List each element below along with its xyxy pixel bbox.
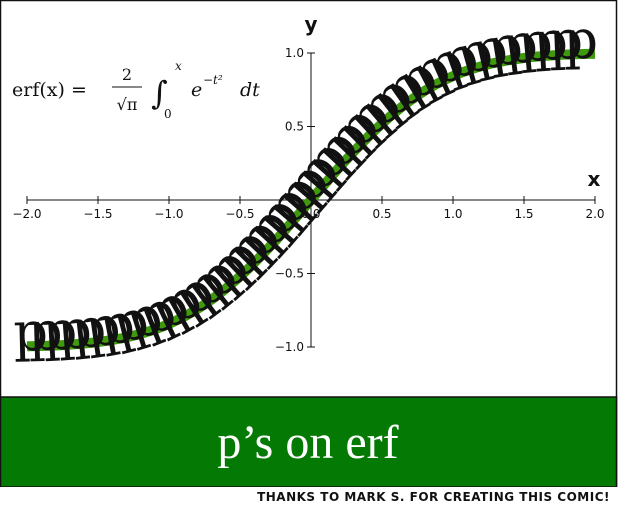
erf-formula: erf(x) = 2 √π ∫ x 0 e −t² dt (12, 59, 260, 121)
formula-integral-sign: ∫ (151, 74, 168, 112)
formula-lower-limit: 0 (164, 107, 172, 121)
x-tick-label: 1.0 (443, 207, 462, 221)
y-axis-ticks: −1.0 −0.5 0.5 1.0 (275, 46, 315, 354)
y-tick-label: −1.0 (275, 340, 304, 354)
x-tick-label: −2.0 (12, 207, 41, 221)
x-tick-label: −1.5 (83, 207, 112, 221)
curve-letter: p (547, 8, 584, 72)
x-tick-label: 0.5 (372, 207, 391, 221)
banner-title: p’s on erf (217, 415, 399, 469)
x-tick-label: 1.5 (514, 207, 533, 221)
formula-exp-power: −t² (203, 73, 223, 87)
x-tick-label: −1.0 (154, 207, 183, 221)
curve-letter: p (41, 298, 79, 363)
curve-letter: p (13, 300, 49, 364)
curve-letter: p (27, 299, 63, 363)
title-banner (0, 396, 618, 487)
formula-exp-base: e (191, 79, 202, 101)
comic-panel: −2.0 −1.5 −1.0 −0.5 0.0 0.5 1.0 1.5 2.0 −1.0−0.5… (0, 0, 618, 487)
curve-letter: p (515, 9, 555, 75)
y-tick-label: 0.5 (285, 120, 304, 134)
y-axis-label: y (304, 12, 317, 36)
curve-letter: p (68, 295, 109, 361)
x-axis-ticks: −2.0 −1.5 −1.0 −0.5 0.0 0.5 1.0 1.5 2.0 (12, 196, 605, 221)
credit-line: THANKS TO MARK S. FOR CREATING THIS COMI… (257, 490, 610, 504)
y-tick-label: 1.0 (285, 46, 304, 60)
curve-letter: p (55, 297, 94, 362)
erf-series (26, 48, 596, 352)
curve-letter: p (531, 8, 570, 73)
formula-coef-den: √π (117, 95, 138, 114)
curve-letter: p (563, 8, 599, 72)
x-axis-label: x (588, 167, 601, 191)
x-tick-label: −0.5 (225, 207, 254, 221)
formula-upper-limit: x (175, 59, 182, 73)
formula-lhs: erf(x) = (12, 79, 87, 101)
erf-curve-line (26, 48, 596, 352)
formula-differential: dt (240, 79, 260, 101)
curve-letter: p (499, 10, 542, 77)
x-tick-label: 2.0 (585, 207, 604, 221)
formula-coef-num: 2 (122, 65, 132, 84)
y-tick-label: −0.5 (275, 267, 304, 281)
